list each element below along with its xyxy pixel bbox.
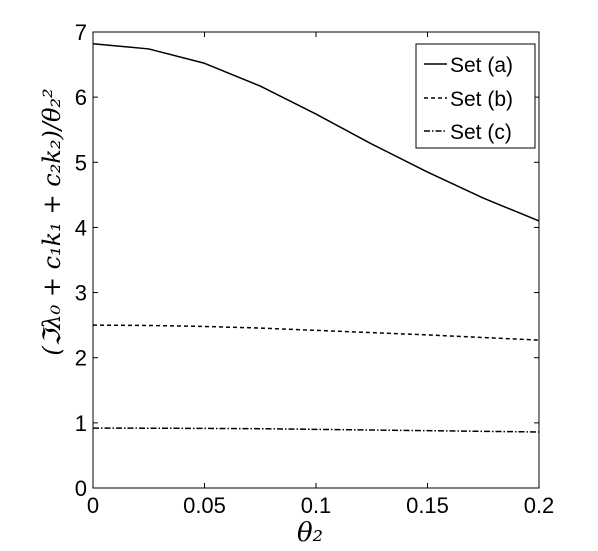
x-tick-label: 0.15 xyxy=(406,493,449,518)
series-lines xyxy=(92,42,540,433)
x-tick-label: 0 xyxy=(87,493,99,518)
y-axis-ticks: 0 1 2 3 4 5 6 7 xyxy=(75,20,539,501)
y-tick-label: 0 xyxy=(75,476,87,501)
x-tick-label: 0.05 xyxy=(183,493,226,518)
x-tick-label: 0.2 xyxy=(524,493,555,518)
legend-label-b: Set (b) xyxy=(450,88,513,111)
y-tick-label: 1 xyxy=(75,411,87,436)
legend: Set (a) Set (b) Set (c) xyxy=(415,43,536,149)
y-tick-label: 7 xyxy=(75,20,87,45)
x-axis-ticks: 0 0.05 0.1 0.15 0.2 xyxy=(87,32,554,518)
legend-label-c: Set (c) xyxy=(450,121,512,144)
legend-label-a: Set (a) xyxy=(450,54,513,77)
series-line-a xyxy=(92,42,540,222)
y-tick-label: 4 xyxy=(75,215,87,240)
y-tick-label: 6 xyxy=(75,85,87,110)
y-tick-label: 3 xyxy=(75,281,87,306)
x-tick-label: 0.1 xyxy=(301,493,332,518)
series-line-c xyxy=(92,427,540,433)
y-tick-label: 2 xyxy=(75,346,87,371)
x-axis-label: θ₂ xyxy=(297,518,323,548)
y-tick-label: 5 xyxy=(75,150,87,175)
series-line-b xyxy=(92,324,540,341)
y-axis-label: (ℑλ₀ + c₁k₁ + c₂k₂)/θ₂² xyxy=(38,88,66,355)
